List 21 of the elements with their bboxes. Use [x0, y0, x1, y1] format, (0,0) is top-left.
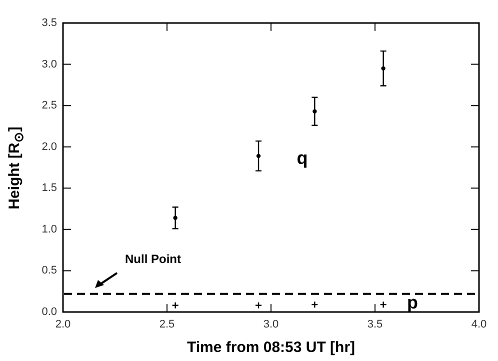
y-tick-label: 1.0	[42, 223, 57, 236]
y-tick-label: 0.5	[42, 264, 57, 277]
point	[254, 302, 262, 309]
y-tick-label: 1.5	[42, 182, 57, 194]
y-tick-label: 0.0	[42, 306, 57, 318]
annotation: q	[296, 148, 308, 168]
point	[311, 300, 318, 308]
y-tick-label: 3.5	[42, 17, 57, 30]
y-tick-label: 3.0	[42, 58, 57, 70]
y-tick-label: 2.0	[42, 140, 57, 153]
ref-line-label: Null Point	[125, 252, 181, 266]
point	[172, 302, 179, 309]
x-tick-label: 3.0	[263, 318, 279, 331]
y-tick-label: 2.5	[42, 100, 57, 112]
point	[380, 300, 387, 308]
x-tick-label: 2.0	[55, 318, 71, 331]
x-tick-label: 3.5	[367, 318, 383, 331]
annotation: p	[406, 292, 418, 312]
x-axis-title: Time from 08:53 UT [hr]	[186, 339, 356, 356]
x-tick-label: 4.0	[471, 318, 487, 331]
x-tick-label: 2.5	[159, 318, 175, 331]
